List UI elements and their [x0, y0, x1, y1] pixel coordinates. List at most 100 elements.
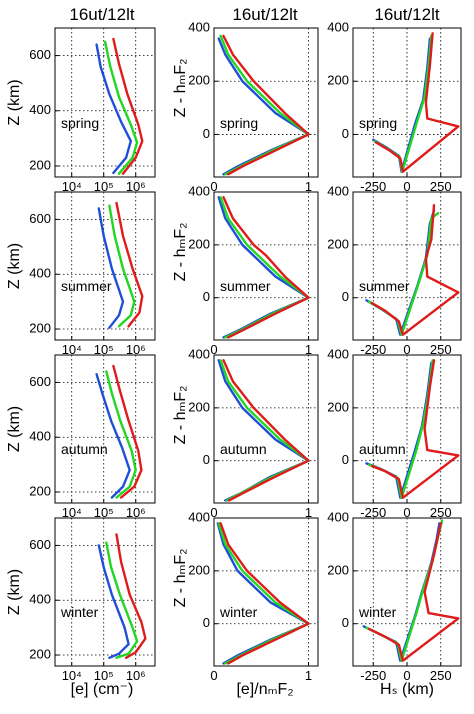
- season-label: spring: [61, 115, 99, 131]
- panel-frame: [352, 517, 462, 667]
- x-tick-label: 1: [305, 505, 312, 520]
- y-tick-label: 400: [29, 102, 51, 117]
- column-title-scale-height: 16ut/12lt: [374, 5, 439, 24]
- x-tick-label: 0: [403, 179, 410, 194]
- y-tick-label: 400: [29, 592, 51, 607]
- y-axis-label-altitude: Z (km): [6, 79, 23, 125]
- x-axis-label-density: [e] (cm⁻): [71, 681, 134, 698]
- x-tick-label: 0: [210, 342, 217, 357]
- x-tick-label: 0: [403, 505, 410, 520]
- panel-frame: [54, 191, 156, 341]
- x-axis-label-scale-height: Hₛ (km): [380, 681, 434, 698]
- season-label: summer: [359, 278, 410, 294]
- season-label: winter: [60, 604, 99, 620]
- season-label: spring: [359, 115, 397, 131]
- panel-winter-normalized: 0 1 0 200 400 winter: [188, 509, 319, 683]
- panel-spring-normalized: 0 1 0 200 400 spring: [188, 19, 319, 194]
- x-tick-label: -250: [360, 505, 386, 520]
- y-tick-label: 200: [188, 236, 210, 251]
- series-line-red: [368, 522, 460, 662]
- panel-winter-density: 10⁴ 10⁵ 10⁶ 200 400 600 winter: [29, 517, 156, 683]
- y-tick-label: 200: [188, 399, 210, 414]
- axis-titles: [e] (cm⁻) [e]/nₘF₂ Hₛ (km) Z (km) Z - hₘF₂ Z …: [6, 59, 434, 698]
- panel-frame: [213, 517, 319, 667]
- panel-autumn-density: 10⁴ 10⁵ 10⁶ 200 400 600 autumn: [29, 354, 156, 520]
- series-line-blue: [365, 209, 436, 336]
- y-tick-label: 200: [327, 236, 349, 251]
- series-line-blue: [216, 522, 310, 665]
- season-label: spring: [220, 115, 258, 131]
- season-label: autumn: [61, 441, 108, 457]
- x-tick-label: 0: [403, 342, 410, 357]
- x-tick-label: 0: [210, 179, 217, 194]
- y-axis-label-relative-height: Z - hₘF₂: [172, 59, 189, 118]
- season-label: winter: [219, 604, 258, 620]
- panel-frame: [54, 354, 156, 504]
- x-tick-label: 10⁶: [126, 179, 146, 194]
- series-line-red: [374, 32, 460, 173]
- x-tick-label: 1: [305, 342, 312, 357]
- y-tick-label: 200: [29, 157, 51, 172]
- series-line-blue: [95, 373, 131, 499]
- y-tick-label: 0: [342, 126, 349, 141]
- y-tick-label: 200: [188, 73, 210, 88]
- x-tick-label: 1: [305, 668, 312, 683]
- y-tick-label: 200: [29, 320, 51, 335]
- series-line-red: [222, 196, 310, 339]
- season-label: summer: [61, 278, 112, 294]
- series-line-red: [115, 201, 144, 328]
- series-line-red: [219, 522, 310, 665]
- season-label: winter: [358, 604, 397, 620]
- y-tick-label: 0: [203, 126, 210, 141]
- series-line-green: [105, 370, 137, 499]
- y-tick-label: 200: [327, 73, 349, 88]
- x-tick-label: 10⁶: [126, 342, 146, 357]
- series-line-red: [112, 364, 143, 499]
- panel-summer-density: 10⁴ 10⁵ 10⁶ 200 400 600 summer: [29, 191, 156, 357]
- y-tick-label: 400: [188, 19, 210, 34]
- x-tick-label: 10⁵: [94, 179, 114, 194]
- column-title-normalized: 16ut/12lt: [232, 5, 297, 24]
- x-tick-label: 0: [403, 668, 410, 683]
- y-tick-label: 600: [29, 374, 51, 389]
- y-tick-label: 400: [29, 429, 51, 444]
- y-tick-label: 0: [203, 289, 210, 304]
- series-line-blue: [97, 544, 130, 659]
- panel-spring-density: 10⁴ 10⁵ 10⁶ 200 400 600 spring: [29, 27, 156, 194]
- x-tick-label: 10⁴: [62, 505, 82, 520]
- x-tick-label: 0: [210, 505, 217, 520]
- y-axis-label-altitude: Z (km): [6, 243, 23, 289]
- panel-autumn-scale-height: -250 0 250 0 200 400 autumn: [327, 346, 462, 520]
- y-tick-label: 400: [327, 19, 349, 34]
- x-tick-label: 10⁴: [62, 342, 82, 357]
- y-axis-label-altitude: Z (km): [6, 406, 23, 452]
- x-tick-label: 250: [430, 179, 452, 194]
- panel-summer-normalized: 0 1 0 200 400 summer: [188, 183, 319, 357]
- series-line-red: [115, 533, 147, 659]
- season-label: summer: [220, 278, 271, 294]
- series-line-green: [108, 204, 136, 328]
- y-tick-label: 400: [327, 346, 349, 361]
- x-tick-label: 10⁴: [62, 179, 82, 194]
- season-label: autumn: [220, 441, 267, 457]
- panel-frame: [213, 191, 319, 341]
- x-tick-label: 10⁶: [126, 505, 146, 520]
- series-line-blue: [97, 207, 125, 329]
- x-tick-label: 10⁶: [126, 668, 146, 683]
- y-tick-label: 200: [188, 562, 210, 577]
- panel-grid: 10⁴ 10⁵ 10⁶ 200 400 600 spring 0 1 0 200 400 spring -…: [29, 19, 462, 683]
- y-tick-label: 0: [342, 615, 349, 630]
- y-tick-label: 600: [29, 537, 51, 552]
- y-axis-label-relative-height: Z - hₘF₂: [172, 549, 189, 608]
- panel-frame: [352, 354, 462, 504]
- y-tick-label: 400: [188, 183, 210, 198]
- series-line-red: [222, 34, 310, 176]
- season-label: autumn: [359, 441, 406, 457]
- y-tick-label: 400: [188, 346, 210, 361]
- series-line-red: [370, 204, 460, 336]
- y-tick-label: 0: [342, 289, 349, 304]
- y-tick-label: 200: [327, 562, 349, 577]
- y-tick-label: 0: [203, 452, 210, 467]
- x-tick-label: -250: [360, 179, 386, 194]
